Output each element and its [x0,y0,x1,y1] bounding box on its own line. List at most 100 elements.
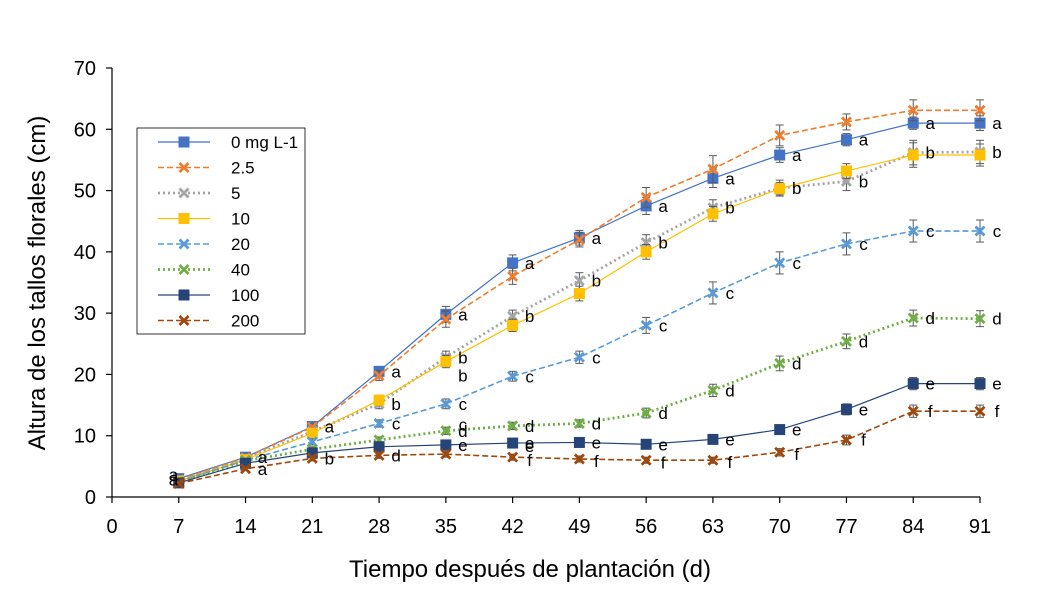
significance-label: e [525,434,534,453]
significance-label: a [925,114,935,133]
data-point-7-4 [373,441,385,453]
legend-label: 200 [231,312,259,331]
data-point-8-12 [907,405,919,417]
series-4 [173,142,986,487]
data-point-7-11 [840,403,852,415]
significance-label: a [325,418,335,437]
significance-label: d [391,446,400,465]
x-tick-label: 77 [835,516,857,538]
significance-label: c [859,235,868,254]
y-axis-title: Altura de los tallos florales (cm) [24,116,51,451]
legend: 0 mg L-1 2.5 5 10 20 40 100 200 [136,127,306,335]
data-point-1-10 [774,149,786,161]
significance-label: b [458,367,467,386]
significance-label: b [859,172,868,191]
significance-label: a [859,131,869,150]
data-point-4-4 [373,394,385,406]
significance-label: d [792,354,801,373]
x-axis-ticks: 0 7 14 21 28 35 42 49 56 63 70 77 84 91 [106,497,991,538]
significance-label: c [726,284,735,303]
significance-label: a [458,305,468,324]
significance-label: e [725,430,734,449]
data-point-6-6 [507,420,519,432]
data-point-1-6 [507,257,519,269]
significance-label: d [992,310,1001,329]
x-tick-label: 0 [106,516,117,538]
significance-label: c [993,222,1002,241]
y-tick-label: 10 [74,426,96,448]
x-axis-title: Tiempo después de plantación (d) [349,556,711,583]
data-point-2-4 [373,370,385,382]
data-point-6-10 [774,357,786,369]
legend-label: 0 mg L-1 [231,133,298,152]
legend-label: 5 [231,184,240,203]
data-point-1-13 [974,117,986,129]
significance-label: d [658,404,667,423]
significance-label: b [391,395,400,414]
data-point-4-10 [774,183,786,195]
significance-label: c [592,348,601,367]
y-tick-label: 0 [85,487,96,509]
significance-label: b [725,199,734,218]
data-point-7-3 [306,447,318,459]
data-point-6-11 [840,335,852,347]
significance-label: d [458,422,467,441]
data-point-5-10 [774,257,786,269]
x-tick-label: 84 [902,516,924,538]
x-tick-label: 14 [234,516,256,538]
series-8 [173,404,986,490]
data-point-8-9 [707,454,719,466]
data-point-2-8 [640,191,652,203]
data-point-2-9 [707,163,719,175]
data-point-6-8 [640,407,652,419]
data-point-4-8 [640,246,652,258]
data-point-8-11 [840,434,852,446]
significance-label: a [169,471,179,490]
x-tick-label: 91 [969,516,991,538]
legend-frame [136,127,306,335]
data-point-5-7 [573,351,585,363]
data-point-5-13 [974,225,986,237]
data-point-8-3 [306,452,318,464]
y-tick-label: 50 [74,181,96,203]
significance-label: a [792,146,802,165]
data-point-legend-4 [178,213,190,224]
significance-label: e [458,436,467,455]
data-point-8-2 [240,463,252,475]
y-tick-label: 70 [74,58,96,80]
y-tick-label: 20 [74,364,96,386]
data-point-2-10 [774,129,786,141]
significance-label: e [925,375,934,394]
significance-label: f [861,430,866,449]
data-point-6-7 [573,417,585,429]
y-axis-ticks: 0 10 20 30 40 50 60 70 [74,58,112,509]
significance-label: a [258,448,268,467]
significance-label: d [592,414,601,433]
significance-label: f [661,454,666,473]
data-point-4-11 [840,165,852,177]
x-tick-label: 63 [702,516,724,538]
significance-label: c [926,222,935,241]
data-point-1-12 [907,117,919,129]
significance-label: c [792,254,801,273]
significance-label: d [725,381,734,400]
significance-label: f [728,453,733,472]
significance-label: e [525,437,534,456]
y-tick-label: 40 [74,242,96,264]
data-point-6-9 [707,384,719,396]
significance-label: b [592,272,601,291]
significance-label: c [659,316,668,335]
data-point-2-5 [440,313,452,325]
significance-label: c [525,367,534,386]
significance-label: a [169,466,179,485]
x-tick-label: 21 [301,516,323,538]
significance-label: a [391,362,401,381]
significance-label: b [992,143,1001,162]
data-point-8-7 [573,453,585,465]
data-point-2-11 [840,116,852,128]
data-point-6-12 [907,312,919,324]
data-point-8-5 [440,448,452,460]
significance-label: e [859,400,868,419]
data-point-2-12 [907,104,919,116]
data-point-legend-5 [178,238,190,250]
